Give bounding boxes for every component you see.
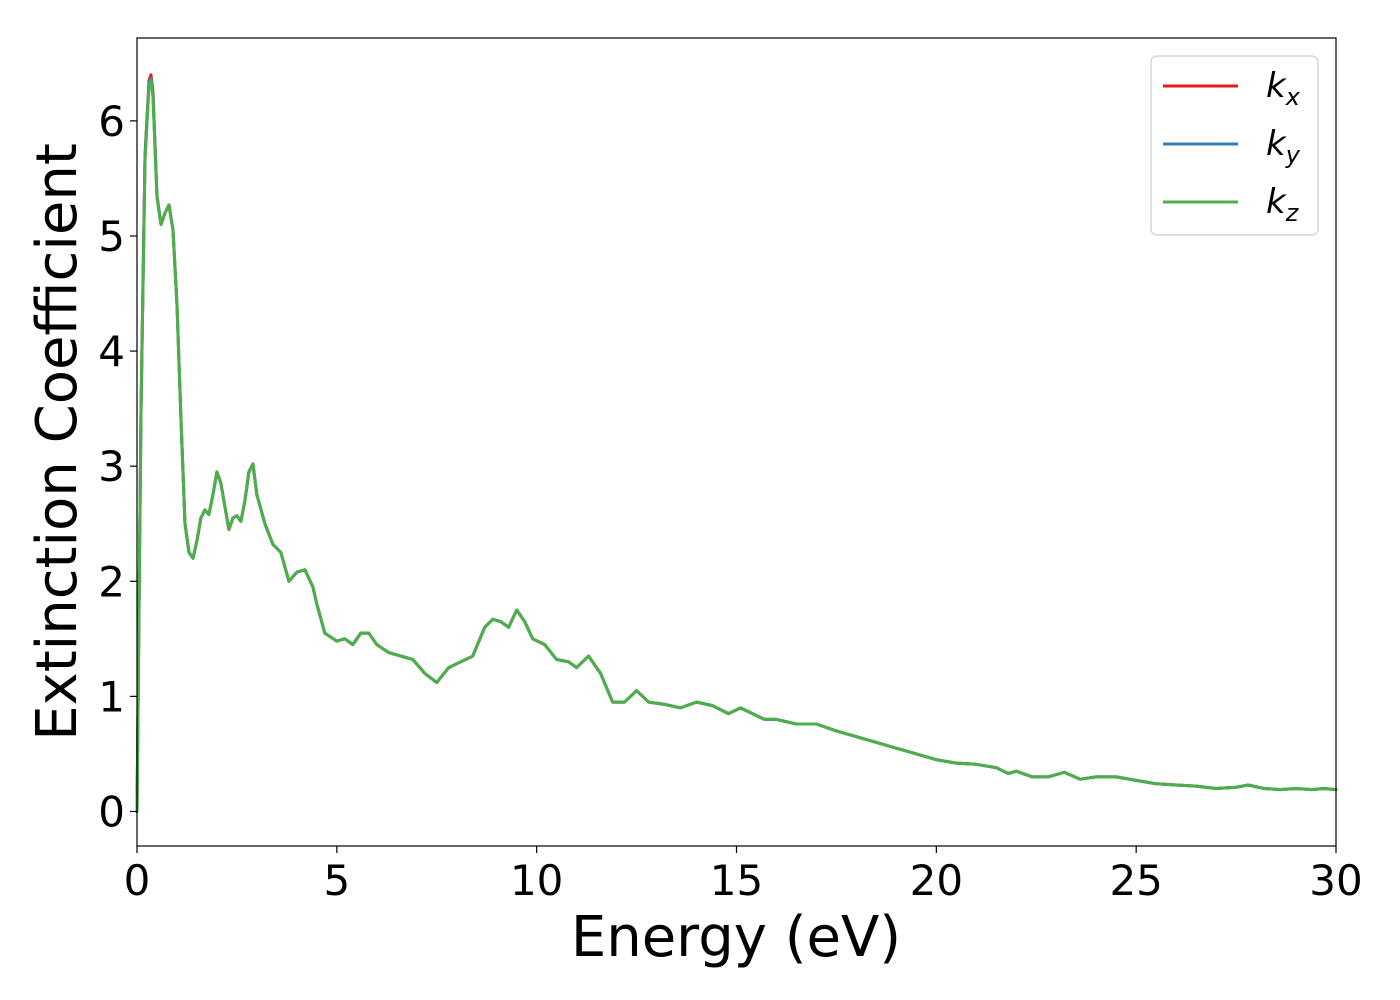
y-tick-label: 4 [98, 327, 125, 376]
x-axis-ticks: 0 5 10 15 20 25 30 [124, 846, 1363, 905]
y-tick-label: 5 [98, 212, 125, 261]
y-tick-label: 6 [98, 97, 125, 146]
x-tick-label: 25 [1109, 856, 1162, 905]
y-tick-label: 2 [98, 557, 125, 606]
series-line-k-z [135, 79, 1338, 813]
x-tick-label: 0 [124, 856, 151, 905]
y-tick-label: 3 [98, 442, 125, 491]
y-axis-label: Extinction Coefficient [25, 143, 90, 741]
x-tick-label: 20 [910, 856, 963, 905]
legend-label-ky: ky [1266, 124, 1301, 169]
plot-lines [135, 73, 1338, 813]
x-tick-label: 30 [1309, 856, 1362, 905]
legend: kx ky kz [1150, 55, 1319, 236]
y-tick-label: 1 [98, 672, 125, 721]
y-tick-label: 0 [98, 787, 125, 836]
legend-label-kz: kz [1266, 182, 1300, 227]
x-tick-label: 5 [323, 856, 350, 905]
legend-label-kx: kx [1266, 66, 1301, 111]
x-tick-label: 15 [710, 856, 763, 905]
x-tick-label: 10 [510, 856, 563, 905]
y-axis-ticks: 0 1 2 3 4 5 6 [98, 97, 137, 836]
x-axis-label: Energy (eV) [571, 905, 901, 970]
